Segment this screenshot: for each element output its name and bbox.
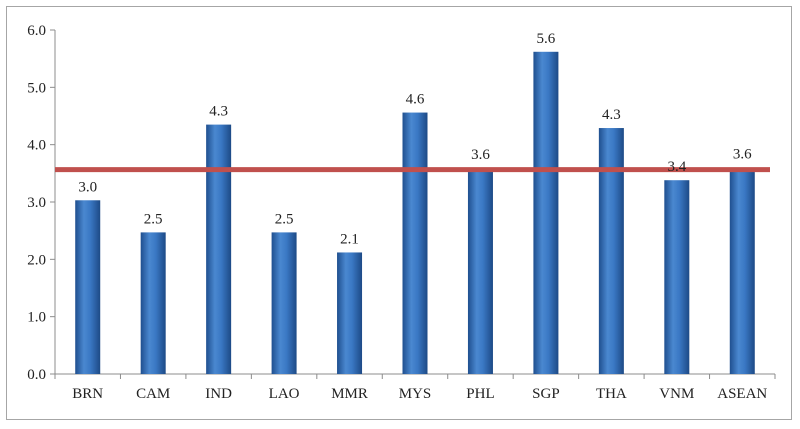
bar-mmr xyxy=(337,252,363,374)
data-label: 4.3 xyxy=(209,104,228,120)
chart-frame xyxy=(6,6,792,420)
category-label: MMR xyxy=(331,386,368,402)
category-label: LAO xyxy=(269,386,300,402)
category-label: BRN xyxy=(72,386,103,402)
bar-tha xyxy=(598,128,624,374)
category-label: IND xyxy=(205,386,232,402)
category-label: VNM xyxy=(659,386,694,402)
data-label: 4.3 xyxy=(602,107,621,123)
bar-brn xyxy=(75,200,101,374)
y-tick-label: 1.0 xyxy=(27,310,46,326)
data-label: 3.0 xyxy=(78,179,97,195)
bar-mys xyxy=(402,112,428,374)
y-tick-label: 5.0 xyxy=(27,80,46,96)
data-label: 2.5 xyxy=(275,211,294,227)
data-label: 4.6 xyxy=(406,92,425,108)
bar-phl xyxy=(467,168,493,374)
y-tick-label: 3.0 xyxy=(27,195,46,211)
bar-asean xyxy=(729,167,755,374)
data-label: 3.6 xyxy=(733,147,752,163)
bar-cam xyxy=(140,232,166,374)
bar-sgp xyxy=(533,51,559,374)
category-label: CAM xyxy=(136,386,170,402)
category-label: MYS xyxy=(399,386,432,402)
data-label: 2.5 xyxy=(144,211,163,227)
bar-lao xyxy=(271,232,297,374)
y-tick-label: 6.0 xyxy=(27,23,46,39)
bar-vnm xyxy=(664,180,690,374)
labels-group: BRN 3.0 CAM 2.5 IND 4.3 LAO 2.5 MMR 2.1 MYS 4.6 PHL 3… xyxy=(72,31,767,402)
data-label: 3.4 xyxy=(667,159,686,175)
bar-ind xyxy=(206,124,232,374)
axes: 0.0 1.0 2.0 3.0 4.0 5.0 6.0 xyxy=(27,23,776,383)
category-label: ASEAN xyxy=(717,386,767,402)
data-label: 5.6 xyxy=(537,31,556,47)
category-label: PHL xyxy=(466,386,494,402)
y-tick-label: 4.0 xyxy=(27,138,46,154)
y-tick-label: 0.0 xyxy=(27,367,46,383)
category-label: THA xyxy=(596,386,627,402)
data-label: 2.1 xyxy=(340,231,359,247)
data-label: 3.6 xyxy=(471,147,490,163)
category-label: SGP xyxy=(532,386,560,402)
y-tick-label: 2.0 xyxy=(27,252,46,268)
